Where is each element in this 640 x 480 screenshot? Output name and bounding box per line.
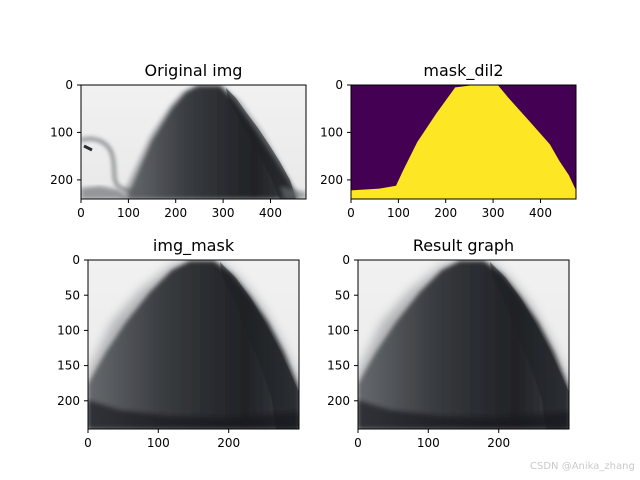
y-tick-label: 150 xyxy=(327,359,350,373)
panel-title: Result graph xyxy=(413,236,514,255)
panel-title: Original img xyxy=(145,61,243,80)
x-tick-label: 400 xyxy=(259,206,282,220)
panel-original-img: Original img 0 100 200 300 400 xyxy=(50,61,307,220)
y-tick-label: 0 xyxy=(342,253,350,267)
x-tick-label: 200 xyxy=(487,436,510,450)
axes-frame xyxy=(357,259,570,430)
panel-title: img_mask xyxy=(153,236,235,256)
result-image xyxy=(358,260,569,429)
x-ticks xyxy=(87,429,230,433)
x-tick-labels: 0 100 200 300 400 xyxy=(347,206,552,220)
x-tick-label: 0 xyxy=(354,436,362,450)
x-tick-label: 300 xyxy=(212,206,235,220)
mask-region xyxy=(351,85,576,199)
y-tick-label: 50 xyxy=(335,288,350,302)
x-tick-label: 0 xyxy=(347,206,355,220)
panel-img-mask: img_mask 0 100 200 0 50 xyxy=(57,236,300,450)
y-tick-labels: 0 50 100 150 200 xyxy=(327,253,350,408)
y-tick-label: 200 xyxy=(327,394,350,408)
y-tick-label: 100 xyxy=(50,126,73,140)
y-tick-label: 200 xyxy=(320,173,343,187)
x-tick-label: 200 xyxy=(164,206,187,220)
axes-frame xyxy=(87,259,300,430)
y-tick-label: 0 xyxy=(335,78,343,92)
y-ticks xyxy=(77,84,81,181)
x-ticks xyxy=(80,199,271,203)
y-tick-label: 0 xyxy=(72,253,80,267)
x-tick-label: 400 xyxy=(529,206,552,220)
panel-result-graph: Result graph 0 100 200 0 50 xyxy=(327,236,570,450)
x-tick-label: 100 xyxy=(117,206,140,220)
img-mask-image xyxy=(88,260,299,429)
axes-frame xyxy=(80,84,307,200)
y-tick-label: 50 xyxy=(65,288,80,302)
y-tick-labels: 0 100 200 xyxy=(50,78,73,187)
original-image xyxy=(81,85,306,199)
x-tick-label: 300 xyxy=(482,206,505,220)
y-tick-label: 200 xyxy=(57,394,80,408)
y-tick-label: 100 xyxy=(327,324,350,338)
x-tick-label: 100 xyxy=(147,436,170,450)
y-tick-label: 200 xyxy=(50,173,73,187)
x-tick-label: 0 xyxy=(84,436,92,450)
x-tick-label: 200 xyxy=(434,206,457,220)
y-ticks xyxy=(354,259,358,402)
y-tick-label: 100 xyxy=(57,324,80,338)
y-tick-label: 0 xyxy=(65,78,73,92)
y-ticks xyxy=(84,259,88,402)
y-tick-label: 100 xyxy=(320,126,343,140)
y-tick-label: 150 xyxy=(57,359,80,373)
y-ticks xyxy=(347,84,351,181)
x-tick-labels: 0 100 200 xyxy=(354,436,510,450)
watermark: CSDN @Anika_zhang xyxy=(530,461,635,472)
x-tick-label: 200 xyxy=(217,436,240,450)
x-tick-label: 100 xyxy=(387,206,410,220)
x-ticks xyxy=(350,199,541,203)
panel-mask-dil2: mask_dil2 0 100 200 300 400 0 100 200 xyxy=(320,61,577,220)
axes-frame xyxy=(350,84,577,200)
x-tick-label: 0 xyxy=(77,206,85,220)
x-tick-labels: 0 100 200 300 400 xyxy=(77,206,282,220)
y-tick-labels: 0 100 200 xyxy=(320,78,343,187)
x-ticks xyxy=(357,429,500,433)
y-tick-labels: 0 50 100 150 200 xyxy=(57,253,80,408)
panel-title: mask_dil2 xyxy=(423,61,503,81)
x-tick-label: 100 xyxy=(417,436,440,450)
x-tick-labels: 0 100 200 xyxy=(84,436,240,450)
